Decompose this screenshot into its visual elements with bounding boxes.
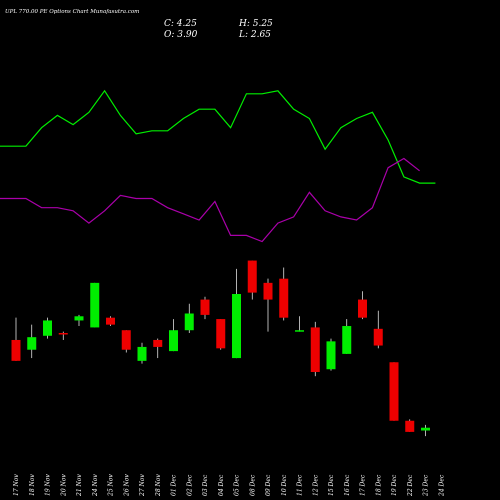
candlesticks xyxy=(11,260,430,437)
candle-body-up xyxy=(342,326,352,354)
candle-body-up xyxy=(421,427,430,431)
x-tick-label: 12 Dec xyxy=(312,474,319,496)
candle xyxy=(184,303,194,333)
x-tick-label: 04 Dec xyxy=(218,474,225,496)
candle xyxy=(358,291,367,320)
x-tick-label: 27 Nov xyxy=(139,474,146,497)
candle-body-up xyxy=(184,313,194,331)
candle-body-up xyxy=(43,320,52,336)
x-tick-label: 23 Dec xyxy=(423,474,430,497)
candle xyxy=(421,424,430,437)
x-tick-label: 22 Dec xyxy=(407,474,414,497)
x-tick-label: 17 Dec xyxy=(360,474,367,496)
candle-body-up xyxy=(90,282,100,328)
candle-body-up xyxy=(169,330,178,352)
x-tick-label: 09 Dec xyxy=(265,474,272,496)
x-tick-label: 18 Nov xyxy=(29,474,36,496)
candle xyxy=(263,278,273,332)
candle-body-down xyxy=(121,330,131,350)
candle xyxy=(106,316,115,327)
candle xyxy=(216,319,226,350)
candle-body-down xyxy=(200,299,210,315)
candle xyxy=(342,319,352,354)
x-tick-label: 10 Dec xyxy=(281,474,288,496)
x-tick-label: 19 Nov xyxy=(45,474,52,496)
candle xyxy=(121,330,131,353)
low-value: L: 2.65 xyxy=(238,30,271,40)
x-tick-label: 17 Nov xyxy=(13,474,20,496)
x-tick-label: 19 Dec xyxy=(391,474,398,496)
candle-body-down xyxy=(106,317,115,325)
x-tick-label: 28 Nov xyxy=(155,474,162,497)
x-tick-label: 20 Nov xyxy=(60,474,67,497)
x-tick-label: 24 Nov xyxy=(92,474,99,497)
candle xyxy=(58,331,68,340)
candle xyxy=(74,314,84,327)
chart-title: UPL 770.00 PE Options Chart Munafasutra.… xyxy=(5,9,139,15)
candle xyxy=(247,260,257,300)
x-tick-label: 03 Dec xyxy=(202,474,209,496)
candle-body-down xyxy=(247,260,257,293)
candle xyxy=(169,319,178,352)
x-tick-label: 16 Dec xyxy=(344,474,351,496)
lower-indicator-line xyxy=(0,157,420,243)
x-tick-label: 11 Dec xyxy=(297,474,304,496)
x-tick-label: 24 Dec xyxy=(438,474,445,497)
candle-body-up xyxy=(74,316,84,321)
candle-body-down xyxy=(58,333,68,335)
candle-body-down xyxy=(216,319,226,349)
candle-body-up xyxy=(326,341,336,370)
candle-body-down xyxy=(263,282,273,300)
x-tick-label: 26 Nov xyxy=(123,474,130,497)
candle xyxy=(310,321,320,377)
candle-body-down xyxy=(389,362,399,421)
x-tick-label: 18 Dec xyxy=(375,474,382,496)
x-tick-label: 05 Dec xyxy=(234,474,241,496)
x-tick-label: 15 Dec xyxy=(328,474,335,496)
open-value: O: 3.90 xyxy=(164,30,198,40)
candle-body-down xyxy=(405,420,415,432)
candle xyxy=(200,296,210,320)
candle xyxy=(373,310,383,349)
candle xyxy=(389,362,399,421)
x-axis-labels: 17 Nov 18 Nov 19 Nov 20 Nov 21 Nov 24 Nov 25 N… xyxy=(13,474,445,497)
x-tick-label: 25 Nov xyxy=(108,474,115,497)
candle xyxy=(153,338,163,359)
close-value: C: 4.25 xyxy=(164,19,197,29)
candle xyxy=(137,342,147,364)
x-tick-label: 01 Dec xyxy=(171,474,178,496)
candle xyxy=(11,317,21,361)
high-value: H: 5.25 xyxy=(238,19,273,29)
candle-body-down xyxy=(373,328,383,346)
candle xyxy=(27,324,37,359)
candle-body-up xyxy=(232,294,241,359)
candle xyxy=(232,268,241,359)
candle-body-up xyxy=(295,330,304,332)
indicator-lines xyxy=(0,89,436,243)
candle xyxy=(295,316,304,332)
candle-body-down xyxy=(279,278,289,318)
x-tick-label: 08 Dec xyxy=(249,474,256,496)
candle-body-down xyxy=(358,299,367,318)
candle-body-up xyxy=(137,346,147,361)
upper-indicator-line xyxy=(0,89,436,184)
candle-body-up xyxy=(27,337,37,350)
candle xyxy=(279,267,289,321)
candle-body-down xyxy=(153,339,163,347)
x-tick-label: 02 Dec xyxy=(186,474,193,496)
candle xyxy=(43,317,52,339)
x-tick-label: 21 Nov xyxy=(76,474,83,497)
candle xyxy=(405,419,415,432)
candle-body-down xyxy=(11,339,21,361)
candle xyxy=(90,282,100,328)
candle-body-down xyxy=(310,327,320,372)
candle xyxy=(326,338,336,371)
